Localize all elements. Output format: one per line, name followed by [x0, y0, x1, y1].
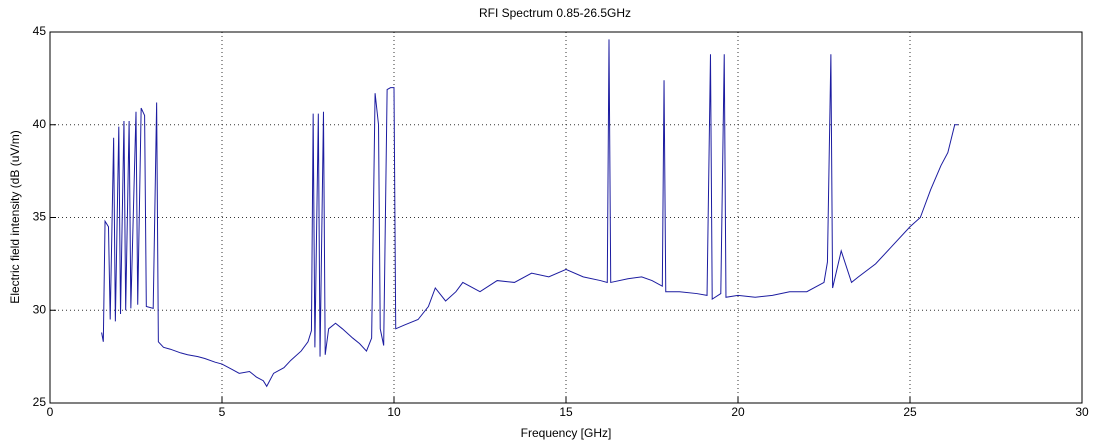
plot-frame — [49, 31, 1083, 404]
y-tick-label: 40 — [33, 117, 47, 131]
x-tick-label: 15 — [559, 405, 573, 419]
y-tick-label: 35 — [33, 210, 47, 224]
x-tick-label: 0 — [47, 405, 54, 419]
y-tick-label: 30 — [33, 302, 47, 316]
x-tick-label: 25 — [903, 405, 917, 419]
x-tick-label: 30 — [1075, 405, 1089, 419]
x-axis-label: Frequency [GHz] — [521, 426, 612, 440]
chart-title: RFI Spectrum 0.85-26.5GHz — [479, 6, 631, 20]
y-tick-label: 25 — [33, 395, 47, 409]
x-tick-label: 20 — [731, 405, 745, 419]
y-axis-label: Electric field intensity (dB (uV/m) — [8, 130, 22, 303]
data-line — [101, 39, 959, 388]
x-tick-label: 5 — [219, 405, 226, 419]
x-tick-label: 10 — [387, 405, 401, 419]
y-tick-label: 45 — [33, 24, 47, 38]
